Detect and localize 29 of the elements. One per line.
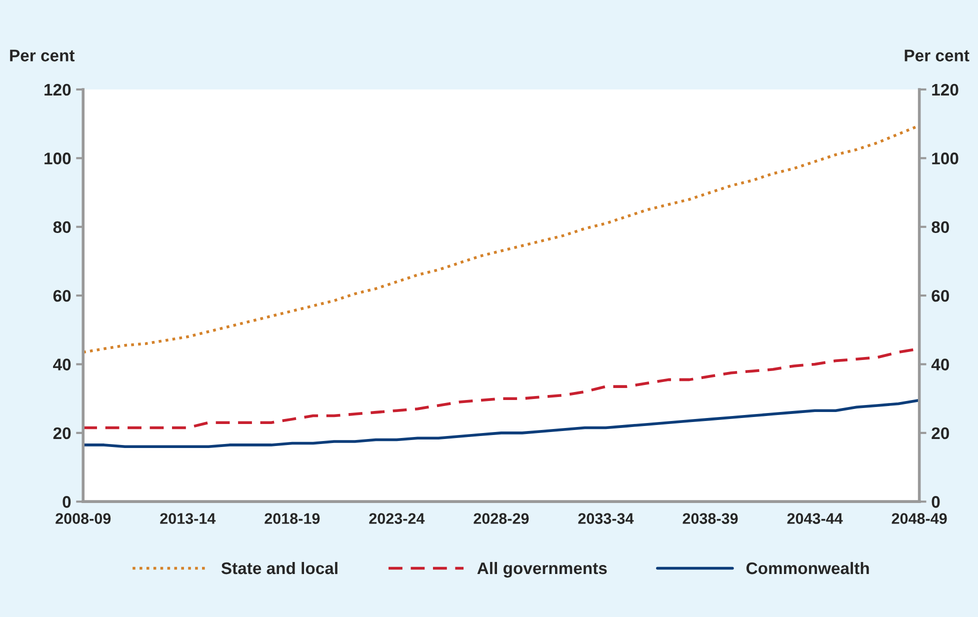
x-tick-label: 2043-44 — [787, 513, 843, 524]
y-tick-label: 40 — [53, 358, 71, 370]
y2-tick-label: 100 — [932, 152, 958, 164]
y2-tick-label: 60 — [932, 290, 949, 302]
x-tick-label: 2018-19 — [264, 513, 320, 524]
legend-label: State and local — [221, 562, 338, 574]
y-axis-title: Per cent — [10, 50, 75, 62]
y2-tick-label: 20 — [932, 427, 949, 440]
x-tick-label: 2038-39 — [682, 513, 738, 524]
y-tick-label: 80 — [53, 221, 71, 234]
y2-tick-label: 0 — [932, 496, 940, 508]
y-tick-label: 120 — [44, 84, 71, 96]
x-tick-label: 2028-29 — [474, 513, 529, 524]
y2-tick-label: 120 — [932, 84, 958, 96]
y2-tick-label: 80 — [932, 221, 949, 234]
x-tick-label: 2048-49 — [892, 513, 947, 524]
y-tick-label: 60 — [53, 290, 71, 302]
legend-label: All governments — [477, 562, 607, 578]
y-tick-label: 100 — [44, 152, 71, 164]
y-tick-label: 20 — [53, 427, 71, 440]
x-tick-label: 2023-24 — [369, 513, 425, 524]
y-tick-label: 0 — [62, 496, 71, 508]
x-tick-label: 2008-09 — [56, 513, 111, 524]
x-tick-label: 2033-34 — [578, 513, 634, 524]
y2-axis-title: Per cent — [904, 50, 970, 62]
y2-tick-label: 40 — [931, 358, 949, 370]
x-tick-label: 2013-14 — [160, 513, 216, 524]
line-series — [83, 398, 920, 448]
legend-label: Commonwealth — [746, 562, 869, 574]
